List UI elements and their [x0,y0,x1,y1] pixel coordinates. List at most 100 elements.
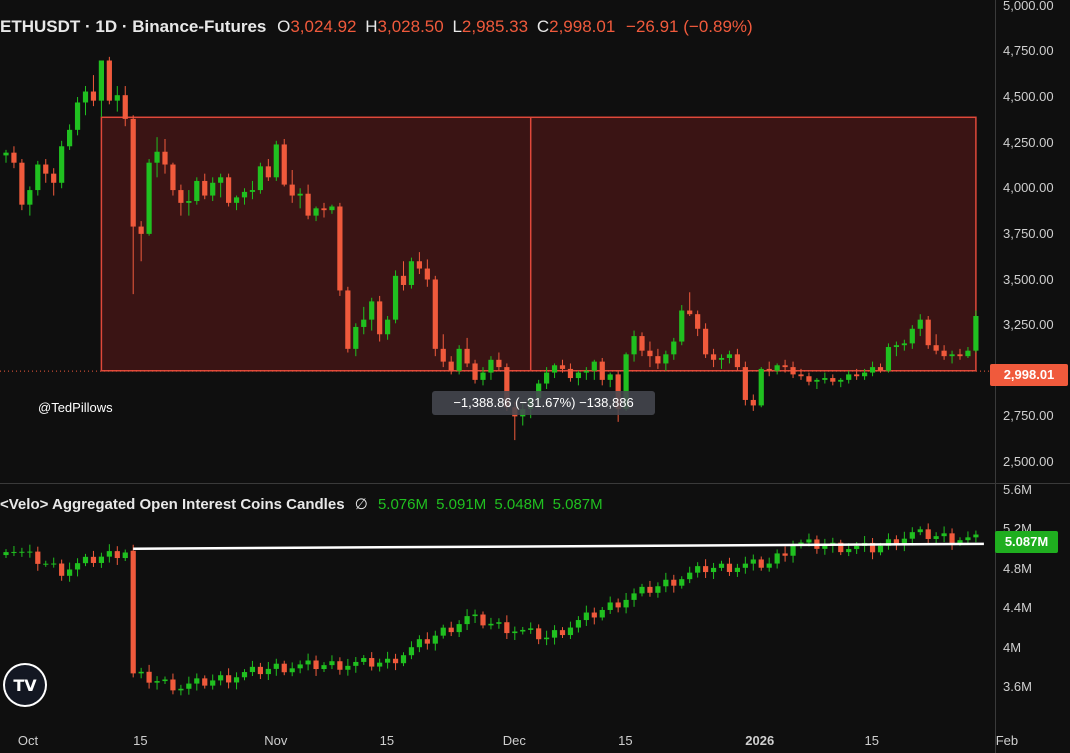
oi-candle[interactable] [973,530,979,543]
price-candle[interactable] [408,257,415,289]
oi-candle[interactable] [19,547,25,557]
oi-candle[interactable] [925,523,931,543]
oi-candle[interactable] [154,676,160,690]
oi-candle[interactable] [305,653,311,671]
price-candle[interactable] [345,286,351,353]
price-candle[interactable] [369,297,375,331]
oi-candle[interactable] [591,607,597,625]
price-candle[interactable] [82,86,89,116]
oi-candle[interactable] [345,658,351,676]
oi-candle[interactable] [599,607,605,621]
price-candle[interactable] [456,345,462,375]
oi-candle[interactable] [869,537,876,560]
price-candle[interactable] [122,86,128,127]
price-candle[interactable] [241,188,248,205]
price-candle[interactable] [607,372,613,388]
oi-candle[interactable] [122,549,128,561]
oi-candle[interactable] [98,552,104,568]
price-candle[interactable] [74,97,81,136]
price-candle[interactable] [138,221,144,262]
price-candle[interactable] [106,56,112,105]
price-candle[interactable] [901,339,907,351]
price-candle[interactable] [822,372,828,384]
price-candle[interactable] [567,363,574,382]
oi-candle[interactable] [74,558,81,577]
oi-candle[interactable] [528,622,534,634]
oi-candle[interactable] [329,655,335,670]
price-candle[interactable] [329,204,335,214]
oi-candle[interactable] [512,626,518,640]
oi-candle[interactable] [607,596,613,614]
oi-candle[interactable] [218,671,224,686]
price-candle[interactable] [98,60,104,118]
price-candle[interactable] [965,347,971,358]
oi-candle[interactable] [909,527,915,546]
oi-candle[interactable] [281,660,287,676]
oi-candle[interactable] [194,673,200,691]
price-candle[interactable] [687,292,693,316]
price-candle[interactable] [281,138,287,187]
price-candle[interactable] [432,275,438,357]
oi-candle[interactable] [138,667,144,679]
price-candle[interactable] [130,115,136,295]
oi-candle[interactable] [623,592,629,614]
oi-candle[interactable] [265,661,271,681]
oi-candle[interactable] [178,684,184,696]
price-candle[interactable] [321,202,327,218]
oi-candle[interactable] [90,550,97,567]
price-candle[interactable] [464,337,470,368]
price-candle[interactable] [233,195,240,211]
oi-candle[interactable] [464,609,470,631]
oi-candle[interactable] [718,560,725,571]
price-candle[interactable] [838,378,844,388]
price-candle[interactable] [846,370,852,384]
oi-candle[interactable] [663,572,669,593]
price-candle[interactable] [599,357,605,386]
oi-candle[interactable] [59,559,65,581]
price-candle[interactable] [710,348,717,368]
price-candle[interactable] [297,188,303,209]
oi-candle[interactable] [408,641,415,660]
oi-candle[interactable] [361,655,367,665]
price-candle[interactable] [337,202,343,296]
oi-candle[interactable] [496,618,502,629]
price-candle[interactable] [178,184,184,216]
oi-candle[interactable] [432,630,438,651]
oi-candle[interactable] [933,532,939,544]
price-candle[interactable] [703,323,709,358]
oi-candle[interactable] [82,553,89,567]
oi-candle[interactable] [631,588,637,607]
price-candle[interactable] [35,160,41,196]
price-candle[interactable] [154,137,160,178]
oi-candle[interactable] [893,535,899,551]
price-candle[interactable] [790,361,796,379]
oi-candle[interactable] [226,668,232,689]
oi-candle[interactable] [273,658,279,676]
oi-candle[interactable] [774,549,780,569]
price-candle[interactable] [43,159,49,183]
price-candle[interactable] [51,168,57,196]
price-candle[interactable] [806,372,812,386]
oi-candle[interactable] [782,546,788,562]
price-candle[interactable] [146,159,152,236]
price-candle[interactable] [59,140,65,189]
price-candle[interactable] [313,206,319,222]
oi-candle[interactable] [488,617,494,630]
price-candle[interactable] [631,330,637,362]
price-candle[interactable] [265,159,271,181]
oi-candle[interactable] [289,662,295,677]
price-candle[interactable] [639,332,645,357]
oi-title[interactable]: <Velo> Aggregated Open Interest Coins Ca… [0,496,345,513]
oi-candle[interactable] [241,669,248,681]
price-candle[interactable] [933,334,939,355]
price-candle[interactable] [11,146,17,169]
oi-candle[interactable] [710,562,717,579]
price-candle[interactable] [488,356,494,380]
price-candle[interactable] [249,180,256,200]
oi-candle[interactable] [703,559,709,578]
price-candle[interactable] [869,361,876,377]
oi-candle[interactable] [456,620,462,638]
oi-candle[interactable] [11,546,17,557]
oi-candle[interactable] [742,556,748,574]
price-candle[interactable] [909,325,915,349]
